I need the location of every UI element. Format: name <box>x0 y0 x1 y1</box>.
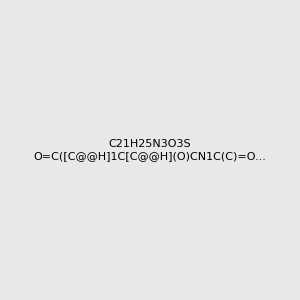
Text: C21H25N3O3S
O=C([C@@H]1C[C@@H](O)CN1C(C)=O...: C21H25N3O3S O=C([C@@H]1C[C@@H](O)CN1C(C)… <box>34 139 266 161</box>
